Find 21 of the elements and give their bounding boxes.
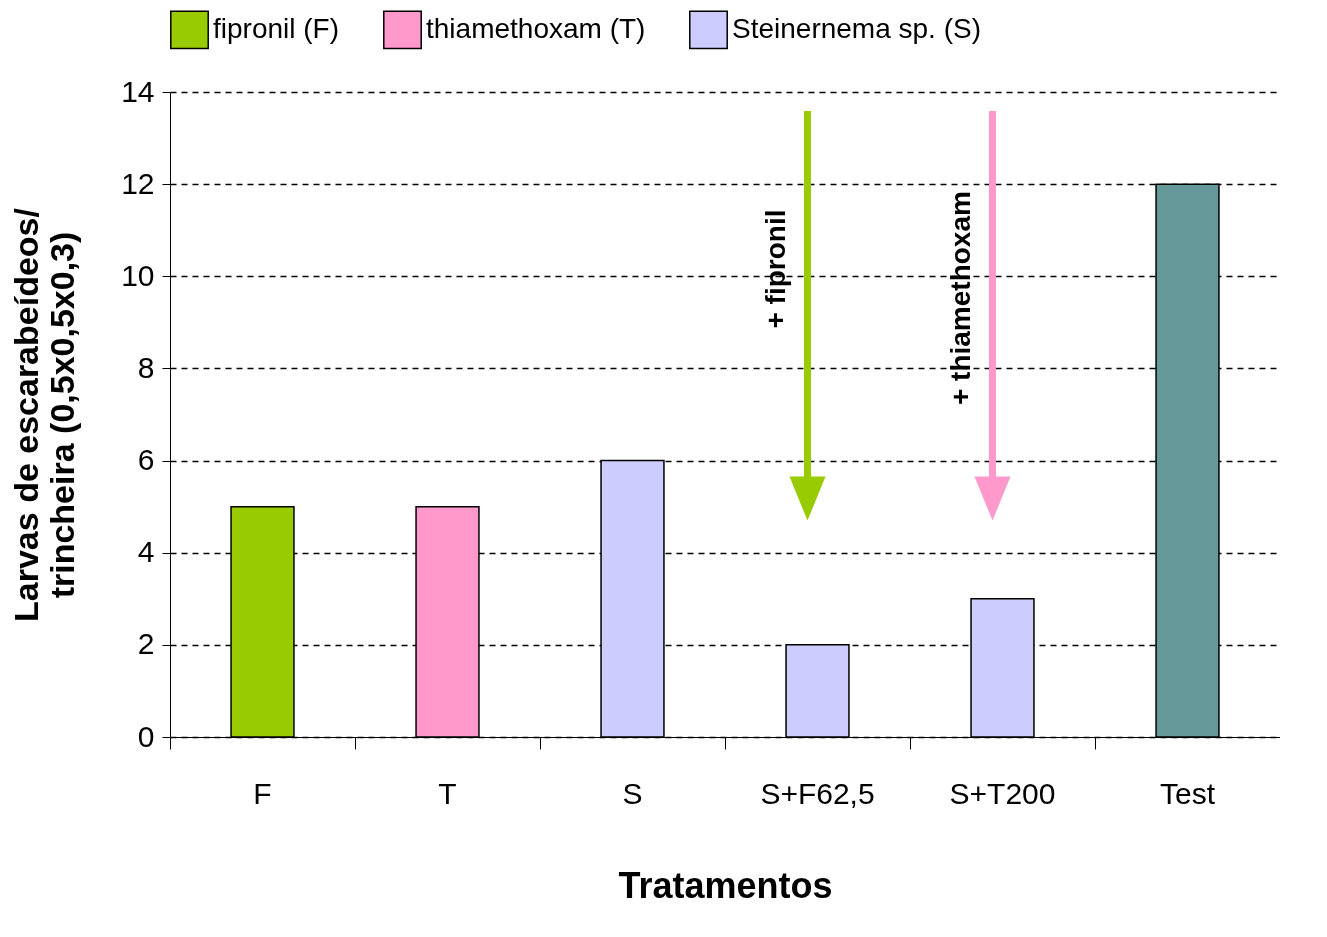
y-axis-title: Larvas de escarabeídeos/ trincheira (0,5x0,5x0,3): [7, 207, 82, 622]
y-tick-label: 2: [137, 627, 155, 661]
x-tick-label: F: [253, 776, 272, 810]
y-tick-label: 12: [121, 166, 155, 200]
annotation: + thiamethoxam: [944, 191, 976, 406]
x-axis-title: Tratamentos: [618, 864, 833, 906]
legend-label: Steinernema sp. (S): [732, 12, 981, 44]
x-tick-label: S+F62,5: [760, 776, 875, 810]
y-tick-label: 14: [121, 74, 155, 108]
legend-label: thiamethoxam (T): [426, 12, 646, 44]
annotation: + fipronil: [759, 209, 791, 329]
x-tick-label: S: [622, 776, 643, 810]
legend-label: fipronil (F): [213, 12, 340, 44]
x-tick-label: T: [438, 776, 457, 810]
x-tick-label: S+T200: [949, 776, 1056, 810]
y-tick-label: 10: [121, 258, 155, 292]
y-tick-label: 8: [137, 350, 155, 384]
y-tick-label: 4: [137, 535, 155, 569]
y-tick-label: 6: [137, 443, 155, 477]
y-tick-label: 0: [137, 719, 155, 753]
x-tick-label: Test: [1159, 776, 1216, 810]
